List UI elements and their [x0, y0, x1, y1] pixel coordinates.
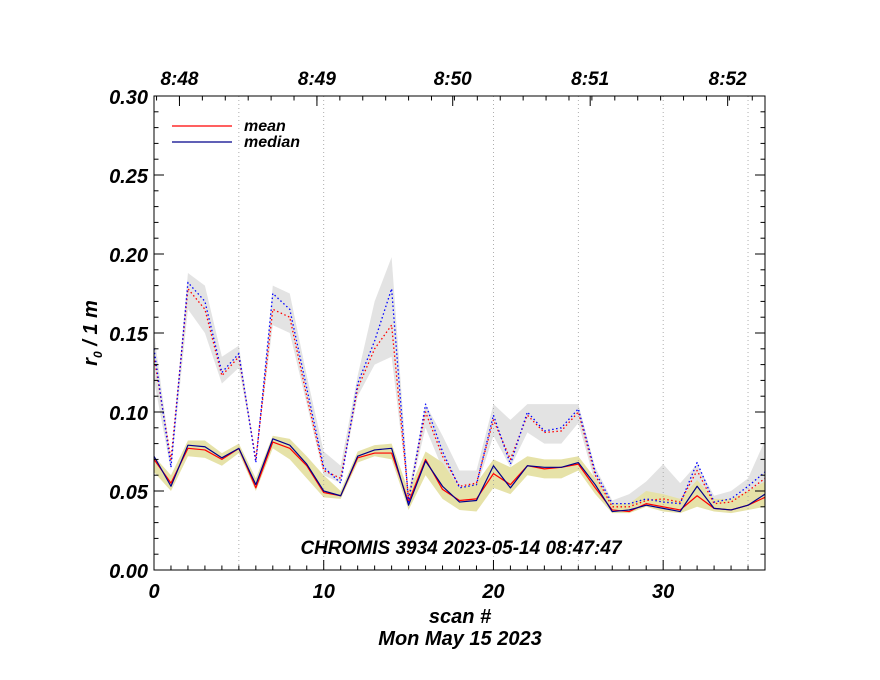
series-layer — [153, 281, 766, 513]
legend-median-label: median — [244, 134, 300, 151]
top-time-label: 8:50 — [434, 69, 472, 90]
y-axis-label-rest: / 1 m — [80, 300, 102, 351]
y-axis-label-subscript: 0 — [91, 351, 105, 358]
time-gridlines — [238, 96, 749, 570]
y-tick-label: 0.05 — [109, 482, 149, 504]
x-axis-label: scan # — [429, 606, 492, 628]
y-tick-label: 0.25 — [109, 166, 149, 188]
top-time-labels: 8:48 8:49 8:50 8:51 8:52 — [160, 69, 747, 90]
x-tick-label: 30 — [652, 581, 674, 603]
legend-mean-label: mean — [244, 118, 286, 135]
y-tick-label: 0.30 — [109, 87, 148, 109]
y-tick-label: 0.20 — [109, 245, 148, 267]
bands-layer — [154, 257, 765, 514]
y-tick-label: 0.00 — [109, 561, 148, 583]
top-time-label: 8:52 — [709, 69, 747, 90]
legend: mean median — [172, 118, 300, 151]
band-lower — [154, 435, 765, 514]
x-tick-label: 20 — [481, 581, 504, 603]
x-tick-label: 10 — [313, 581, 335, 603]
y-axis-label-main: r — [80, 357, 102, 366]
series-mean-lower — [153, 441, 766, 513]
series-median-lower — [153, 438, 766, 513]
top-time-label: 8:51 — [571, 69, 609, 90]
band-upper — [154, 257, 765, 509]
x-tick-labels: 0 10 20 30 — [148, 581, 674, 603]
y-tick-labels: 0.00 0.05 0.10 0.15 0.20 0.25 0.30 — [109, 87, 149, 583]
x-tick-label: 0 — [148, 581, 159, 603]
x-axis-date-label: Mon May 15 2023 — [378, 628, 541, 650]
y-tick-label: 0.15 — [109, 324, 149, 346]
y-axis-label: r0 / 1 m — [80, 300, 105, 366]
y-tick-label: 0.10 — [109, 403, 148, 425]
top-time-label: 8:49 — [298, 69, 336, 90]
top-time-label: 8:48 — [160, 69, 198, 90]
axis-ticks — [153, 95, 766, 571]
chart-title: CHROMIS 3934 2023-05-14 08:47:47 — [300, 538, 623, 559]
